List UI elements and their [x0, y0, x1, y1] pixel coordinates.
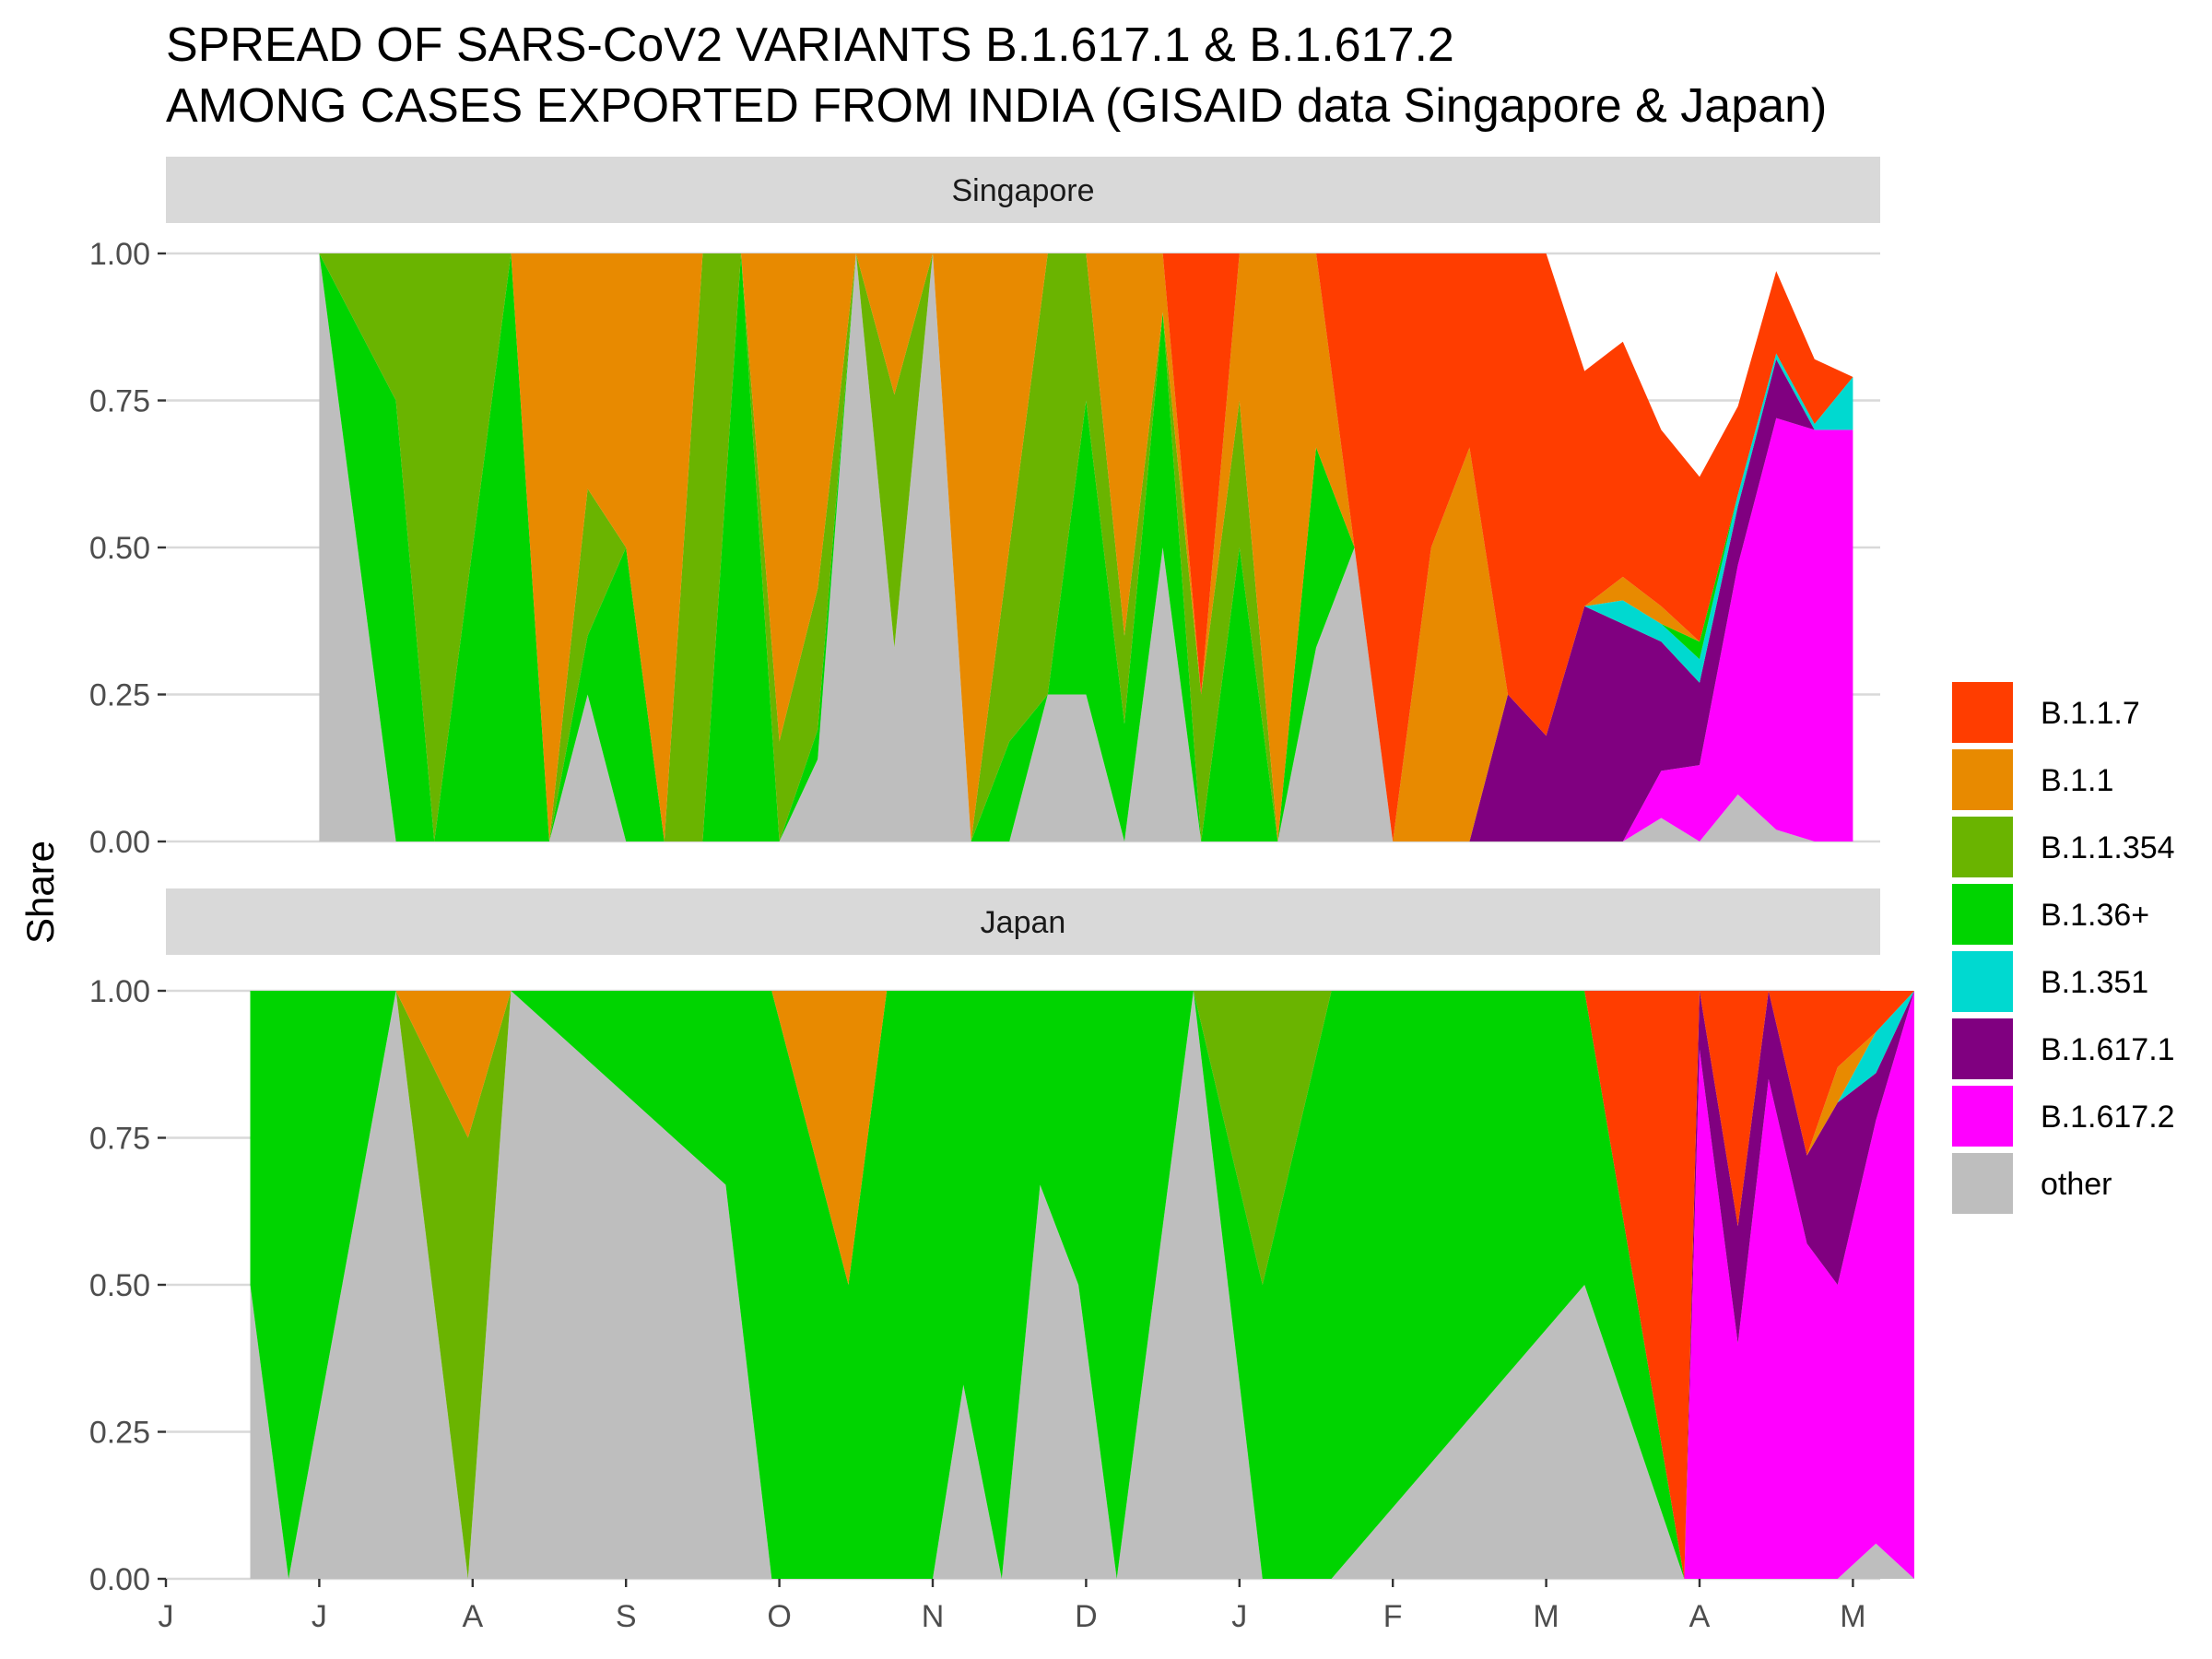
x-tick-label: J	[1231, 1599, 1247, 1634]
legend-label-b-1-617-2: B.1.617.2	[2041, 1100, 2175, 1135]
y-tick-label: 0.25	[89, 1416, 150, 1451]
legend-label-b-1-1-354: B.1.1.354	[2041, 830, 2175, 865]
area-b-1-36--japan	[250, 991, 1914, 1579]
area-b-1-1-354-singapore	[319, 253, 1853, 841]
facet-strip-singapore	[166, 157, 1880, 223]
y-tick-label: 0.75	[89, 1122, 150, 1157]
facet-japan: Japan 0.00 0.25 0.50 0.75 1.00	[89, 888, 1914, 1597]
legend-key-b-1-36-	[1952, 884, 2013, 945]
legend-label-b-1-617-1: B.1.617.1	[2041, 1032, 2175, 1067]
area-b-1-36--singapore	[319, 253, 1853, 841]
legend-label-b-1-1-7: B.1.1.7	[2041, 696, 2140, 731]
area-b-1-617-2-japan	[250, 991, 1914, 1579]
x-tick-label: A	[1689, 1599, 1711, 1634]
legend-key-b-1-1	[1952, 749, 2013, 810]
plot-panel-japan: 0.00 0.25 0.50 0.75 1.00	[89, 974, 1914, 1597]
x-tick-label: O	[767, 1599, 791, 1634]
facet-singapore: Singapore 0.00 0.25 0.50 0.75 1.00	[89, 157, 1880, 860]
x-tick-label: A	[462, 1599, 483, 1634]
y-tick-label: 1.00	[89, 237, 150, 272]
area-b-1-1-354-japan	[250, 991, 1914, 1579]
area-b-1-617-2-singapore	[319, 253, 1853, 841]
legend-key-b-1-351	[1952, 951, 2013, 1012]
area-b-1-1-7-japan	[250, 991, 1914, 1579]
area-b-1-1-7-singapore	[319, 253, 1853, 841]
legend: B.1.1.7 B.1.1 B.1.1.354 B.1.36+ B.1.351 B.1.6…	[1952, 682, 2175, 1214]
legend-label-other: other	[2041, 1167, 2112, 1202]
x-tick-label: J	[159, 1599, 174, 1634]
x-tick-label: F	[1383, 1599, 1403, 1634]
area-other-singapore	[319, 253, 1853, 841]
y-tick-label: 0.00	[89, 825, 150, 860]
y-tick-label: 0.50	[89, 531, 150, 566]
facet-strip-label-japan: Japan	[981, 905, 1066, 940]
facet-strip-label-singapore: Singapore	[951, 173, 1094, 208]
legend-key-b-1-617-2	[1952, 1086, 2013, 1147]
y-tick-label: 0.75	[89, 384, 150, 419]
y-axis-title: Share	[18, 841, 62, 944]
x-tick-label: M	[1533, 1599, 1559, 1634]
chart-title-line-2: AMONG CASES EXPORTED FROM INDIA (GISAID …	[166, 79, 1827, 133]
x-tick-label: M	[1840, 1599, 1865, 1634]
y-tick-label: 1.00	[89, 974, 150, 1009]
legend-key-b-1-617-1	[1952, 1018, 2013, 1079]
x-tick-label: N	[922, 1599, 945, 1634]
legend-key-b-1-1-7	[1952, 682, 2013, 743]
x-tick-label: D	[1075, 1599, 1098, 1634]
x-tick-label: J	[312, 1599, 327, 1634]
legend-key-other	[1952, 1153, 2013, 1214]
y-tick-label: 0.00	[89, 1562, 150, 1597]
legend-key-b-1-1-354	[1952, 817, 2013, 877]
chart-title-line-1: SPREAD OF SARS-CoV2 VARIANTS B.1.617.1 &…	[166, 18, 1454, 72]
y-tick-label: 0.25	[89, 678, 150, 713]
legend-label-b-1-1: B.1.1	[2041, 763, 2113, 798]
area-b-1-1-singapore	[319, 253, 1853, 841]
legend-label-b-1-351: B.1.351	[2041, 965, 2148, 1000]
x-tick-label: S	[616, 1599, 637, 1634]
facet-strip-japan	[166, 888, 1880, 955]
plot-panel-singapore: 0.00 0.25 0.50 0.75 1.00	[89, 237, 1880, 860]
y-tick-label: 0.50	[89, 1268, 150, 1303]
area-other-japan	[250, 991, 1914, 1579]
legend-label-b-1-36-: B.1.36+	[2041, 898, 2149, 933]
